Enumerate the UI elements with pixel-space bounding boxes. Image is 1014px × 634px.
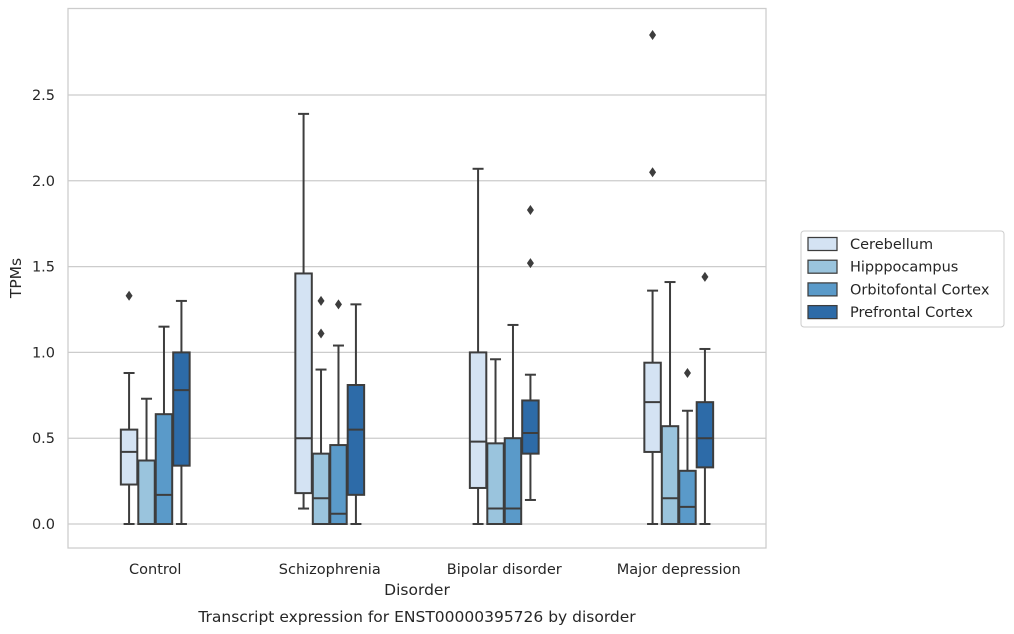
legend-label: Orbitofontal Cortex	[850, 282, 990, 298]
box-0-2	[468, 167, 488, 525]
box-iqr	[172, 351, 191, 467]
legend-swatch	[807, 304, 838, 320]
outlier-point	[334, 299, 342, 310]
box-2-1	[329, 299, 348, 525]
box-3-2	[521, 204, 540, 501]
box-0-0	[119, 290, 139, 525]
outlier-point	[317, 328, 325, 339]
box-iqr	[468, 351, 488, 489]
box-iqr	[695, 401, 715, 469]
x-tick-label: Bipolar disorder	[447, 562, 562, 578]
box-1-0	[137, 397, 156, 525]
y-tick-label: 2.0	[32, 174, 55, 190]
box-iqr	[137, 459, 156, 525]
chart-caption: Transcript expression for ENST0000039572…	[197, 608, 636, 626]
y-tick-labels: 0.0 0.5 1.0 1.5 2.0 2.5	[32, 88, 55, 533]
box-iqr	[678, 469, 697, 525]
box-3-3	[695, 271, 715, 525]
box-1-2	[486, 358, 505, 525]
y-tick-label: 0.0	[32, 517, 55, 533]
legend-swatch	[807, 282, 838, 297]
box-0-3	[643, 29, 662, 525]
box-1-1	[311, 295, 331, 526]
box-iqr	[346, 384, 366, 496]
x-tick-label: Control	[129, 562, 181, 578]
box-3-0	[172, 299, 191, 525]
y-tick-label: 0.5	[32, 431, 55, 447]
y-tick-label: 1.5	[32, 260, 55, 276]
outlier-point	[526, 258, 534, 269]
legend-frame	[800, 230, 1005, 328]
box-iqr	[329, 444, 348, 525]
box-3-1	[346, 303, 366, 525]
box-iqr	[311, 452, 331, 526]
y-axis-title: TPMs	[7, 258, 25, 299]
box-iqr	[154, 413, 174, 525]
x-tick-label: Schizophrenia	[279, 562, 381, 578]
legend-swatch	[807, 259, 838, 274]
y-tick-label: 1.0	[32, 345, 55, 361]
outlier-point	[649, 29, 657, 40]
box-iqr	[294, 272, 313, 495]
box-0-1	[294, 112, 313, 510]
boxes	[119, 29, 715, 526]
outlier-point	[683, 367, 691, 378]
legend-swatch	[807, 236, 838, 252]
legend-label: Prefrontal Cortex	[850, 305, 973, 321]
box-iqr	[119, 428, 139, 486]
box-iqr	[643, 361, 662, 453]
outlier-point	[701, 271, 709, 282]
outlier-point	[649, 167, 657, 178]
legend-label: Cerebellum	[850, 237, 933, 253]
box-iqr	[486, 442, 505, 525]
outlier-point	[526, 204, 534, 215]
legend: Cerebellum Hipppocampus Orbitofontal Corte…	[800, 230, 1005, 328]
plot-frame	[67, 7, 767, 549]
outlier-point	[125, 290, 133, 301]
x-tick-label: Major depression	[617, 562, 741, 578]
outlier-point	[317, 295, 325, 306]
box-iqr	[521, 399, 540, 455]
legend-label: Hipppocampus	[850, 260, 958, 276]
box-1-3	[660, 281, 680, 525]
x-axis-title: Disorder	[384, 581, 450, 599]
box-iqr	[503, 437, 523, 526]
box-2-2	[503, 323, 523, 526]
box-2-0	[154, 325, 174, 525]
x-tick-labels: Control Schizophrenia Bipolar disorder Majo…	[129, 562, 741, 578]
box-iqr	[660, 425, 680, 525]
y-tick-label: 2.5	[32, 88, 55, 104]
box-2-3	[678, 367, 697, 525]
